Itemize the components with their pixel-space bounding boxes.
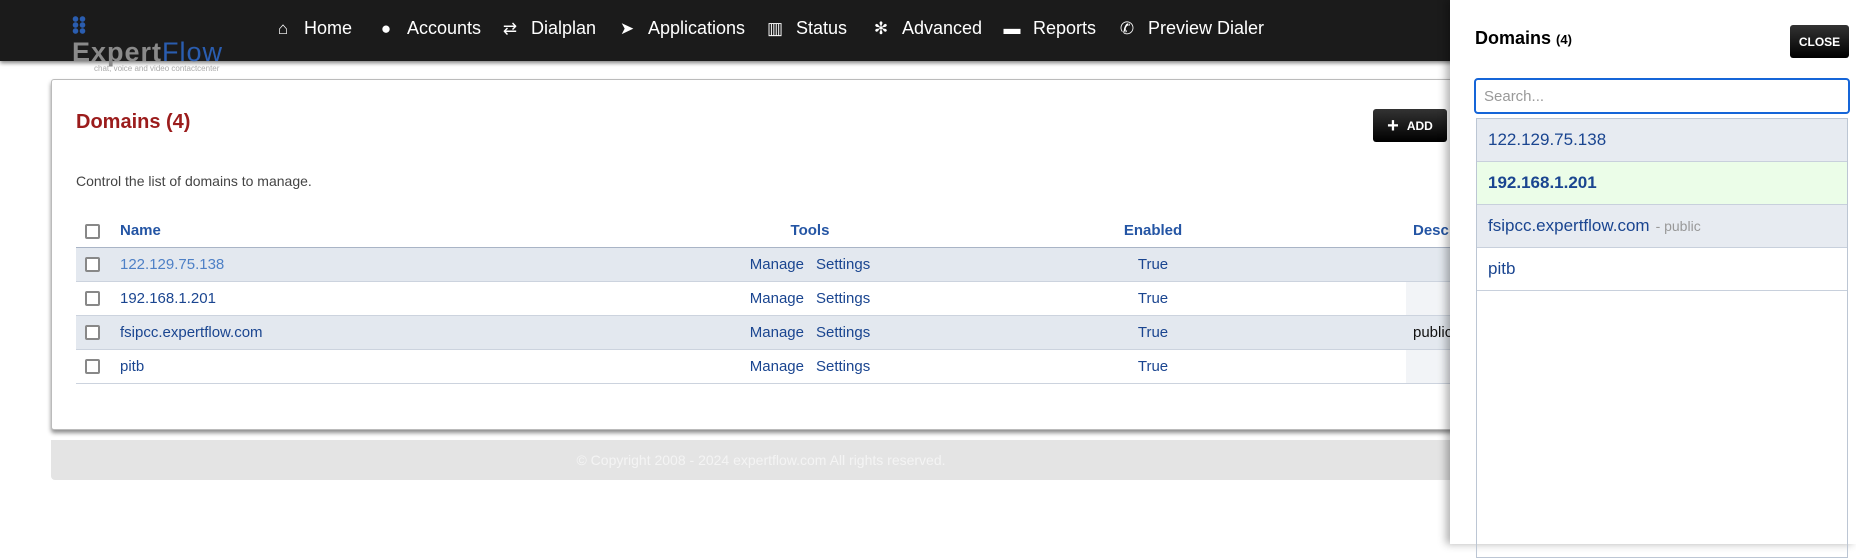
list-item[interactable]: pitb <box>1477 248 1847 291</box>
enabled-value: True <box>900 247 1406 282</box>
nav-status[interactable]: ▥ Status <box>764 18 847 39</box>
bar-chart-icon: ▥ <box>766 18 784 38</box>
report-icon: ▬ <box>1003 18 1021 38</box>
column-tools: Tools <box>720 215 900 248</box>
domain-name: fsipcc.expertflow.com <box>1488 216 1650 235</box>
expertflow-logo[interactable]: ExpertFlow chat, voice and video contact… <box>72 10 237 73</box>
plus-icon: + <box>1387 114 1399 137</box>
domain-name-link[interactable]: 192.168.1.201 <box>120 281 720 316</box>
domains-card: Domains (4) + ADD Control the list of dom… <box>51 79 1476 430</box>
paper-plane-icon: ➤ <box>619 18 635 38</box>
table-row: 122.129.75.138 Manage Settings True <box>76 247 1476 282</box>
nav-label: Status <box>796 18 848 38</box>
nav-label: Advanced <box>902 18 983 38</box>
search-input[interactable] <box>1474 78 1850 114</box>
domain-name-link[interactable]: 122.129.75.138 <box>120 247 720 282</box>
add-label: ADD <box>1406 118 1433 133</box>
settings-link[interactable]: Settings <box>816 289 871 307</box>
nav-dialplan[interactable]: ⇄ Dialplan <box>499 18 596 39</box>
enabled-value: True <box>900 315 1406 350</box>
nav-preview-dialer[interactable]: ✆ Preview Dialer <box>1116 18 1264 39</box>
add-button[interactable]: + ADD <box>1373 109 1447 142</box>
nav-label: Accounts <box>407 18 482 38</box>
row-checkbox[interactable] <box>85 257 100 273</box>
settings-link[interactable]: Settings <box>816 255 871 273</box>
domain-name-link[interactable]: fsipcc.expertflow.com <box>120 315 720 350</box>
close-button[interactable]: CLOSE <box>1790 25 1849 58</box>
enabled-value: True <box>900 349 1406 384</box>
gear-icon: ✻ <box>873 18 889 38</box>
domain-note: - public <box>1655 218 1701 234</box>
table-row: pitb Manage Settings True <box>76 349 1476 384</box>
enabled-value: True <box>900 281 1406 316</box>
home-icon: ⌂ <box>277 18 289 38</box>
nav-home[interactable]: ⌂ Home <box>272 18 352 39</box>
row-checkbox[interactable] <box>85 325 100 341</box>
nav-advanced[interactable]: ✻ Advanced <box>870 18 982 39</box>
domain-selector-panel: Domains (4) CLOSE 122.129.75.138 192.168… <box>1450 0 1856 558</box>
row-checkbox[interactable] <box>85 291 100 307</box>
panel-title: Domains (4) <box>1475 28 1572 49</box>
domain-name: 122.129.75.138 <box>1488 130 1607 149</box>
column-enabled[interactable]: Enabled <box>900 215 1406 248</box>
nav-reports[interactable]: ▬ Reports <box>1001 18 1097 39</box>
manage-link[interactable]: Manage <box>749 255 804 273</box>
manage-link[interactable]: Manage <box>749 323 804 341</box>
domains-table: Name Tools Enabled Desc 122.129.75.138 M… <box>76 215 1476 384</box>
select-all-checkbox[interactable] <box>85 223 100 239</box>
domain-name: 192.168.1.201 <box>1488 173 1597 192</box>
exchange-icon: ⇄ <box>502 18 518 38</box>
nav-label: Reports <box>1033 18 1097 38</box>
row-checkbox[interactable] <box>85 359 100 375</box>
logo-text: Expert <box>72 37 163 67</box>
list-item[interactable]: fsipcc.expertflow.com - public <box>1477 205 1847 248</box>
page-title: Domains (4) <box>76 111 191 133</box>
table-row: 192.168.1.201 Manage Settings True <box>76 281 1476 316</box>
domain-list: 122.129.75.138 192.168.1.201 fsipcc.expe… <box>1476 118 1848 558</box>
table-header: Name Tools Enabled Desc <box>76 215 1476 248</box>
domain-name-link[interactable]: pitb <box>120 349 720 384</box>
list-item-selected[interactable]: 192.168.1.201 <box>1477 162 1847 205</box>
column-name[interactable]: Name <box>120 215 720 248</box>
manage-link[interactable]: Manage <box>749 357 804 375</box>
user-icon: ● <box>380 18 392 38</box>
nav-label: Applications <box>648 18 746 38</box>
nav-label: Home <box>304 18 353 38</box>
phone-icon: ✆ <box>1119 18 1135 38</box>
list-item[interactable]: 122.129.75.138 <box>1477 119 1847 162</box>
nav-accounts[interactable]: ● Accounts <box>375 18 481 39</box>
footer-copyright: © Copyright 2008 - 2024 expertflow.com A… <box>51 440 1471 480</box>
nav-label: Dialplan <box>531 18 597 38</box>
logo-tagline: chat, voice and video contactcenter <box>94 64 220 73</box>
panel-count: (4) <box>1556 32 1572 47</box>
table-row: fsipcc.expertflow.com Manage Settings Tru… <box>76 315 1476 350</box>
nav-applications[interactable]: ➤ Applications <box>616 18 745 39</box>
domain-name: pitb <box>1488 259 1516 278</box>
page-description: Control the list of domains to manage. <box>76 173 312 189</box>
settings-link[interactable]: Settings <box>816 323 871 341</box>
logo-text-accent: Flow <box>162 37 224 67</box>
panel-title-text: Domains <box>1475 28 1552 48</box>
logo-dots-icon <box>72 16 86 34</box>
settings-link[interactable]: Settings <box>816 357 871 375</box>
manage-link[interactable]: Manage <box>749 289 804 307</box>
nav-label: Preview Dialer <box>1148 18 1265 38</box>
